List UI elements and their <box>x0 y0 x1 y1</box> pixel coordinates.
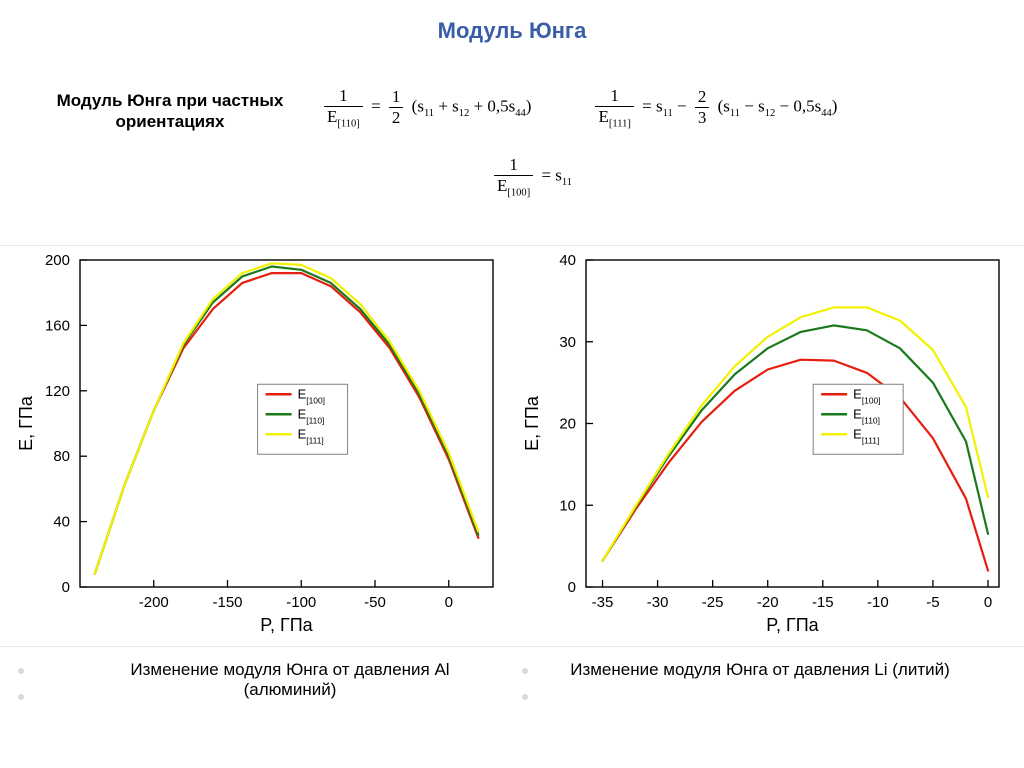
svg-text:-30: -30 <box>647 594 669 611</box>
bullet-icon <box>18 668 24 674</box>
chart-li: -35 -30 -25 -20 -15 -10 -5 0 0 10 20 30 40 P, ГПа E, Г… <box>516 245 1014 645</box>
svg-text:-10: -10 <box>867 594 889 611</box>
svg-text:200: 200 <box>45 252 70 269</box>
bullet-icon <box>522 668 528 674</box>
formula-e111: 1E[111] = s11 − 23 (s11 − s12 − 0,5s44) <box>591 86 837 129</box>
svg-text:0: 0 <box>445 594 453 611</box>
svg-text:E, ГПа: E, ГПа <box>522 395 542 451</box>
caption-right: Изменение модуля Юнга от давления Li (ли… <box>560 660 960 680</box>
svg-text:10: 10 <box>559 497 576 514</box>
svg-text:0: 0 <box>62 579 70 596</box>
svg-text:P, ГПа: P, ГПа <box>766 615 819 635</box>
formula-block: 1E[110] = 12 (s11 + s12 + 0,5s44) 1E[111… <box>320 86 1000 199</box>
svg-text:30: 30 <box>559 334 576 351</box>
svg-text:120: 120 <box>45 383 70 400</box>
svg-text:-50: -50 <box>364 594 386 611</box>
svg-text:-15: -15 <box>812 594 834 611</box>
chart-al: -200 -150 -100 -50 0 0 40 80 120 160 200 P, ГПа E, Г… <box>10 245 508 645</box>
caption-left: Изменение модуля Юнга от давления Al (ал… <box>90 660 490 700</box>
svg-text:-150: -150 <box>212 594 242 611</box>
svg-text:-200: -200 <box>139 594 169 611</box>
svg-text:-25: -25 <box>702 594 724 611</box>
svg-text:0: 0 <box>984 594 992 611</box>
svg-text:20: 20 <box>559 416 576 433</box>
bullet-icon <box>18 694 24 700</box>
svg-text:0: 0 <box>568 579 576 596</box>
svg-text:E, ГПа: E, ГПа <box>16 395 36 451</box>
svg-text:80: 80 <box>53 448 70 465</box>
svg-text:40: 40 <box>53 514 70 531</box>
svg-text:-5: -5 <box>926 594 939 611</box>
formula-e100: 1E[100] = s11 <box>490 155 1000 198</box>
svg-text:-100: -100 <box>286 594 316 611</box>
svg-text:160: 160 <box>45 317 70 334</box>
formula-e110: 1E[110] = 12 (s11 + s12 + 0,5s44) <box>320 86 531 129</box>
subhead: Модуль Юнга при частных ориентациях <box>30 90 310 133</box>
svg-text:P, ГПа: P, ГПа <box>260 615 313 635</box>
page-title: Модуль Юнга <box>0 18 1024 44</box>
svg-text:-35: -35 <box>592 594 614 611</box>
svg-text:40: 40 <box>559 252 576 269</box>
bullet-icon <box>522 694 528 700</box>
svg-text:-20: -20 <box>757 594 779 611</box>
